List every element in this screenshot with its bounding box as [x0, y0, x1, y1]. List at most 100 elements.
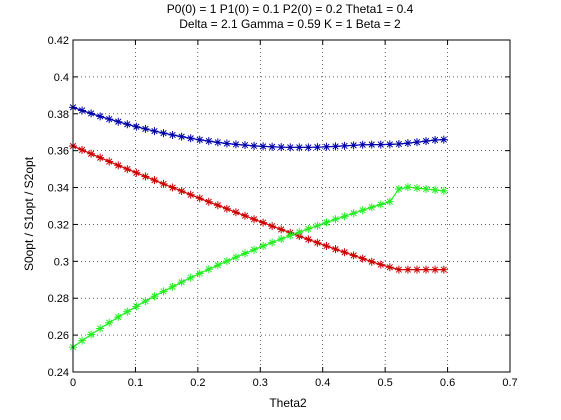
data-point — [231, 140, 240, 149]
data-point — [213, 261, 222, 270]
data-point — [304, 224, 313, 233]
data-point — [186, 190, 195, 199]
data-point — [295, 228, 304, 237]
data-point — [422, 137, 431, 146]
data-point — [168, 130, 177, 139]
data-point — [422, 185, 431, 194]
data-point — [105, 157, 114, 166]
data-point — [105, 115, 114, 124]
data-point — [114, 313, 123, 322]
data-point — [204, 137, 213, 146]
data-point — [313, 143, 322, 152]
y-tick-label: 0.32 — [48, 219, 69, 231]
data-point — [132, 168, 141, 177]
x-tick-label: 0.5 — [377, 377, 392, 389]
data-point — [123, 307, 132, 316]
data-point — [195, 269, 204, 278]
data-point — [403, 183, 412, 192]
data-point — [123, 165, 132, 174]
data-point — [340, 141, 349, 150]
data-point — [322, 142, 331, 151]
data-point — [259, 218, 268, 227]
data-point — [78, 145, 87, 154]
y-tick-label: 0.36 — [48, 146, 69, 158]
data-point — [222, 257, 231, 266]
data-point — [367, 140, 376, 149]
data-point — [403, 139, 412, 148]
data-point — [96, 153, 105, 162]
data-point — [412, 184, 421, 193]
x-tick-label: 0.2 — [190, 377, 205, 389]
data-point — [250, 141, 259, 150]
data-point — [277, 225, 286, 234]
data-point — [304, 143, 313, 152]
data-point — [150, 127, 159, 136]
data-point — [177, 132, 186, 141]
data-point — [431, 265, 440, 274]
data-point — [412, 138, 421, 147]
data-point — [96, 324, 105, 333]
data-point — [87, 149, 96, 158]
data-point — [259, 242, 268, 251]
data-point — [150, 176, 159, 185]
data-point — [358, 206, 367, 215]
data-point — [340, 212, 349, 221]
data-point — [141, 297, 150, 306]
data-point — [385, 140, 394, 149]
data-point — [277, 235, 286, 244]
data-point — [439, 265, 448, 274]
data-point — [222, 204, 231, 213]
data-point — [376, 140, 385, 149]
data-point — [87, 109, 96, 118]
chart-title-line-2: Delta = 2.1 Gamma = 0.59 K = 1 Beta = 2 — [179, 17, 401, 31]
data-point — [114, 117, 123, 126]
x-tick-label: 0.3 — [253, 377, 268, 389]
data-point — [195, 194, 204, 203]
data-point — [385, 263, 394, 272]
data-point — [213, 201, 222, 210]
data-point — [376, 200, 385, 209]
data-point — [141, 124, 150, 133]
data-point — [177, 278, 186, 287]
data-point — [349, 209, 358, 218]
data-point — [195, 135, 204, 144]
data-point — [240, 211, 249, 220]
data-point — [394, 185, 403, 194]
data-point — [204, 265, 213, 274]
data-point — [105, 318, 114, 327]
data-point — [204, 197, 213, 206]
data-point — [295, 143, 304, 152]
y-tick-label: 0.28 — [48, 293, 69, 305]
y-tick-label: 0.24 — [48, 367, 69, 379]
data-point — [159, 129, 168, 138]
data-point — [186, 273, 195, 282]
data-point — [186, 134, 195, 143]
y-tick-label: 0.38 — [48, 109, 69, 121]
data-point — [367, 203, 376, 212]
x-tick-label: 0 — [70, 377, 76, 389]
series-2 — [69, 142, 448, 274]
data-point — [439, 186, 448, 195]
plot-area: 0 0.1 0.2 0.3 0.4 0.5 0.6 0.7 0.24 0.26 0.28 0.3 0.3… — [48, 35, 518, 389]
data-point — [114, 161, 123, 170]
data-point — [159, 179, 168, 188]
plot-background — [73, 40, 510, 372]
y-tick-label: 0.34 — [48, 183, 69, 195]
chart-title-line-1: P0(0) = 1 P1(0) = 0.1 P2(0) = 0.2 Theta1… — [167, 2, 414, 16]
data-point — [96, 112, 105, 121]
data-point — [159, 287, 168, 296]
data-point — [367, 257, 376, 266]
data-point — [286, 231, 295, 240]
data-point — [231, 208, 240, 217]
data-point — [403, 265, 412, 274]
data-point — [304, 235, 313, 244]
data-point — [340, 248, 349, 257]
x-tick-label: 0.4 — [315, 377, 330, 389]
data-point — [331, 245, 340, 254]
y-tick-label: 0.42 — [48, 35, 69, 47]
data-point — [313, 238, 322, 247]
data-point — [385, 197, 394, 206]
data-point — [394, 140, 403, 149]
data-point — [412, 265, 421, 274]
ticks: 0 0.1 0.2 0.3 0.4 0.5 0.6 0.7 0.24 0.26 0.28 0.3 0.3… — [48, 35, 518, 389]
